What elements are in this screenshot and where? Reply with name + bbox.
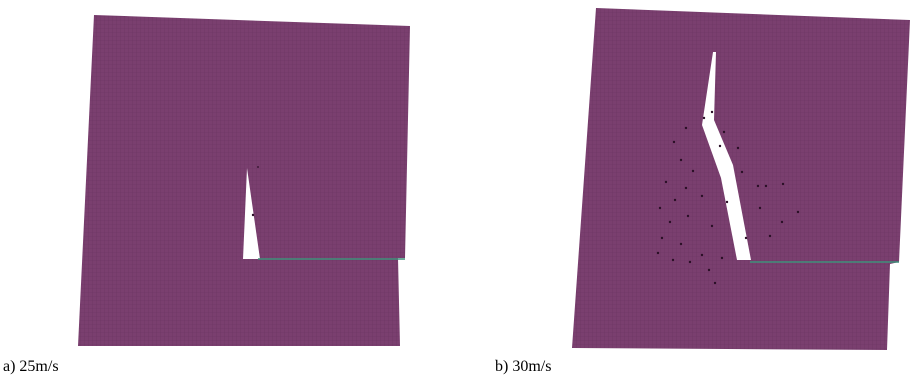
panel-b-particle <box>673 141 675 143</box>
panel-b-particle <box>797 211 799 213</box>
panel-b-particle <box>669 221 671 223</box>
panel-b-plate <box>572 8 910 350</box>
panel-b-particle <box>714 282 716 284</box>
panel-a-plate <box>78 15 410 346</box>
panel-b-particle <box>757 185 759 187</box>
panel-b-particle <box>674 199 676 201</box>
panel-b-particle <box>719 145 721 147</box>
panel-a-particle <box>252 214 254 216</box>
panel-b-particle <box>685 127 687 129</box>
panel-b-mesh <box>572 8 910 350</box>
panel-b-particle <box>685 187 687 189</box>
panel-b-particle <box>692 170 694 172</box>
panel-b-particle <box>782 183 784 185</box>
panel-b-particle <box>765 185 767 187</box>
panel-a-mesh <box>78 15 410 346</box>
panel-b-particle <box>672 259 674 261</box>
panel-b-particle <box>769 235 771 237</box>
panel-b-particle <box>726 201 728 203</box>
panel-b-particle <box>703 117 705 119</box>
panel-b-particle <box>680 243 682 245</box>
panel-b-particle <box>711 225 713 227</box>
panel-b-particle <box>687 215 689 217</box>
panel-b-particle <box>659 207 661 209</box>
panel-b-particle <box>737 147 739 149</box>
caption-b: b) 30m/s <box>495 359 551 375</box>
panel-b-particle <box>711 111 713 113</box>
panel-b-particle <box>680 159 682 161</box>
panel-b-particle <box>759 207 761 209</box>
panel-b-particle <box>661 237 663 239</box>
panel-b-particle <box>701 195 703 197</box>
panel-b-particle <box>665 181 667 183</box>
panel-b-particle <box>701 254 703 256</box>
panel-b-particle <box>781 221 783 223</box>
panel-b-particle <box>741 171 743 173</box>
panel-b-particle <box>721 257 723 259</box>
panel-b-particle <box>708 269 710 271</box>
panel-b-particle <box>745 237 747 239</box>
caption-a: a) 25m/s <box>3 359 59 375</box>
panel-b-particle <box>723 131 725 133</box>
panel-a-particle <box>257 166 259 168</box>
panel-b-particle <box>657 252 659 254</box>
panel-b-particle <box>689 261 691 263</box>
